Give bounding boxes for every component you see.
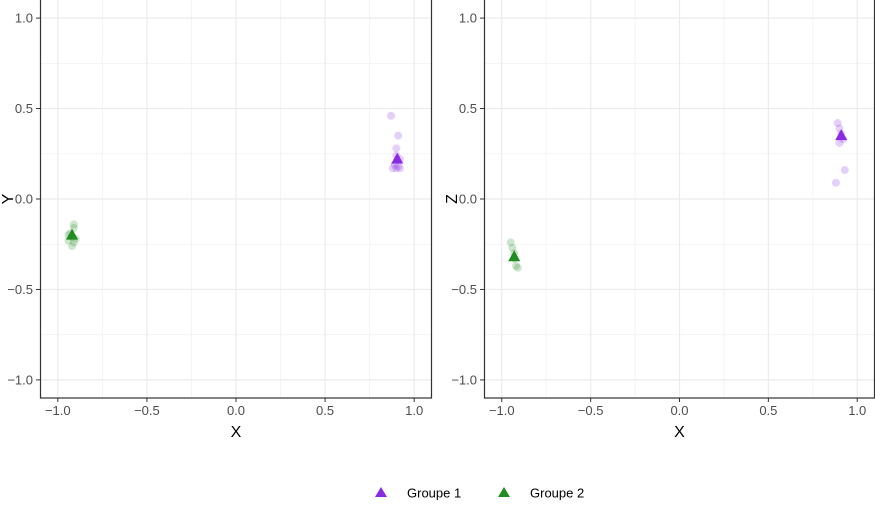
data-point-series-2 [69, 220, 78, 229]
x-tick-label: 0.0 [670, 403, 688, 418]
data-point-series-2 [69, 238, 78, 247]
centroid-marker-series-1 [391, 152, 404, 164]
centroid-marker-series-2 [66, 228, 79, 240]
data-point-series-1 [394, 131, 403, 140]
x-tick-label: −1.0 [45, 403, 71, 418]
data-point-series-2 [511, 261, 520, 270]
y-tick-label: −0.5 [451, 282, 477, 297]
centroid-marker-series-2 [508, 250, 521, 262]
legend-label-2: Groupe 2 [530, 486, 584, 501]
data-point-series-2 [506, 238, 515, 247]
y-tick-label: 0.0 [459, 192, 477, 207]
data-point-series-2 [508, 243, 517, 252]
x-tick-label: 1.0 [848, 403, 866, 418]
data-point-series-1 [388, 164, 397, 173]
y-axis-title: Z [444, 194, 461, 204]
x-tick-label: 0.5 [316, 403, 334, 418]
data-point-series-1 [387, 111, 396, 120]
data-point-series-1 [394, 162, 403, 171]
data-point-series-2 [68, 242, 77, 251]
data-point-series-1 [835, 138, 844, 147]
y-tick-label: 0.5 [15, 101, 33, 116]
y-tick-label: −1.0 [7, 372, 33, 387]
panel-x-y: −1.0 −1.0 −0.5 −0.5 0.0 0.0 0.5 0.5 1.0 1.0 X Y [0, 0, 433, 441]
data-point-series-1 [395, 164, 404, 173]
legend-key-1 [375, 487, 387, 497]
data-point-series-1 [831, 178, 840, 187]
y-tick-label: 0.5 [459, 101, 477, 116]
x-axis-title: X [674, 424, 685, 441]
x-tick-label: 1.0 [405, 403, 423, 418]
y-tick-label: −1.0 [451, 372, 477, 387]
legend-key-2 [498, 487, 510, 497]
panel-x-z: −1.0 −1.0 −0.5 −0.5 0.0 0.0 0.5 0.5 1.0 1.0 X Z [444, 0, 875, 441]
x-axis-title: X [231, 424, 242, 441]
data-point-series-2 [513, 263, 522, 272]
data-point-series-1 [392, 144, 401, 153]
x-tick-label: −0.5 [134, 403, 160, 418]
legend-label-1: Groupe 1 [407, 486, 461, 501]
y-axis-title: Y [0, 193, 17, 204]
y-tick-label: 1.0 [15, 11, 33, 26]
data-point-series-1 [840, 166, 849, 175]
legend: Groupe 1 Groupe 2 [375, 486, 584, 501]
x-tick-label: −1.0 [489, 403, 515, 418]
x-tick-label: 0.0 [227, 403, 245, 418]
data-point-series-1 [833, 119, 842, 128]
y-tick-label: 1.0 [459, 11, 477, 26]
y-tick-label: −0.5 [7, 282, 33, 297]
y-tick-label: 0.0 [15, 192, 33, 207]
x-tick-label: −0.5 [578, 403, 604, 418]
x-tick-label: 0.5 [759, 403, 777, 418]
centroid-marker-series-1 [835, 129, 848, 141]
data-point-series-1 [392, 164, 401, 173]
